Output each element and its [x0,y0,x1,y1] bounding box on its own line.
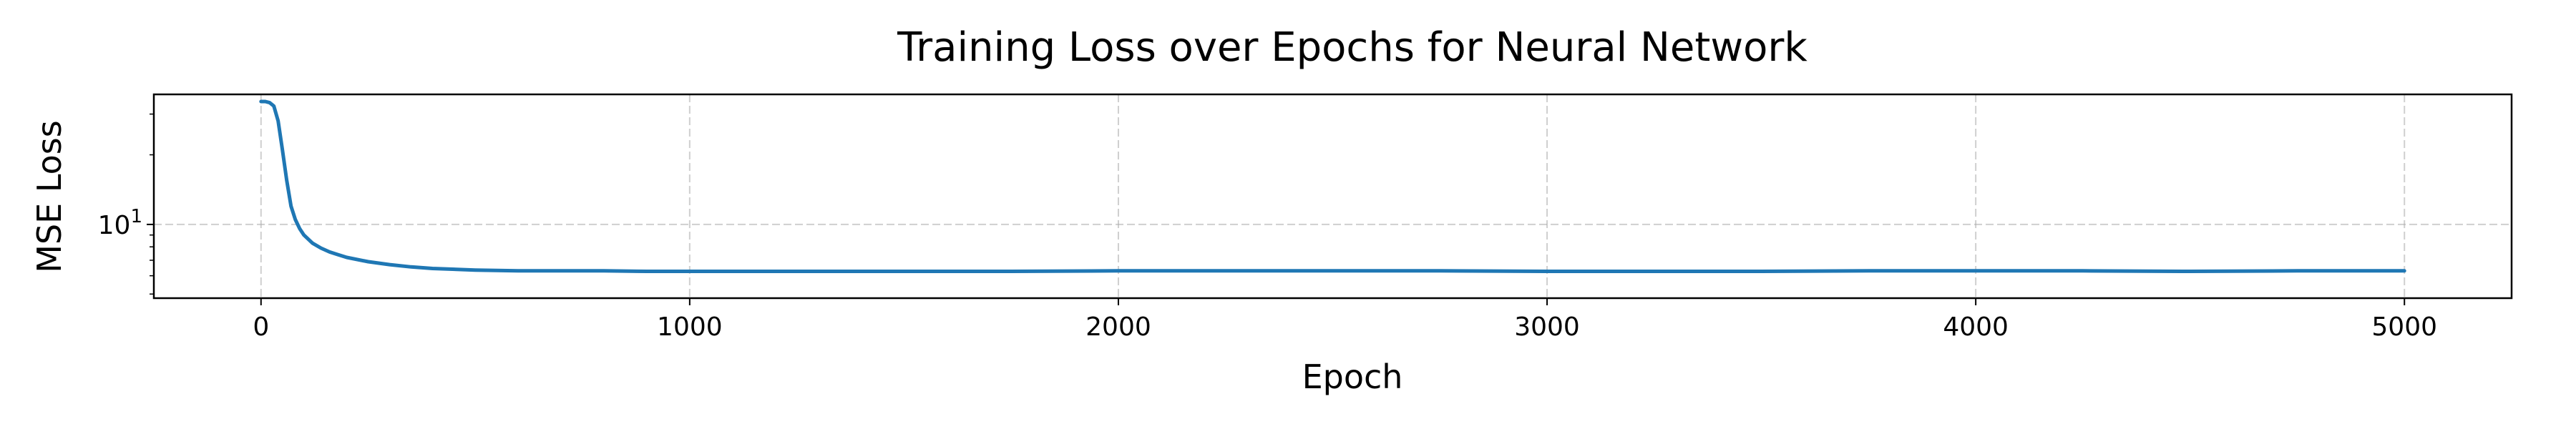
chart-title: Training Loss over Epochs for Neural Net… [897,24,1807,71]
x-tick-label: 5000 [2371,312,2437,342]
x-tick-label: 0 [253,312,269,342]
series-layer [259,99,2406,273]
loss-line [259,99,2406,273]
x-tick-label: 1000 [657,312,723,342]
x-tick-label: 3000 [1514,312,1580,342]
x-axis-ticks: 0 1000 2000 3000 4000 5000 [253,298,2437,342]
y-tick-label: 101 [98,206,142,240]
x-tick-label: 2000 [1085,312,1151,342]
plot-frame [152,93,2513,300]
grid [154,94,2512,298]
x-axis-label: Epoch [1302,358,1403,396]
y-axis-label: MSE Loss [30,120,69,272]
y-axis-ticks: 101 [98,113,154,295]
x-tick-label: 4000 [1943,312,2009,342]
